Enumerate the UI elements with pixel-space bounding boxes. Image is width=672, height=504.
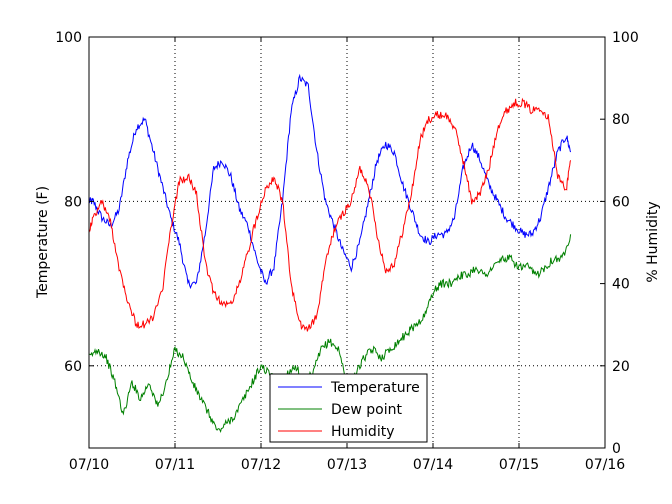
series-line-humidity — [88, 97, 572, 332]
y2-tick-label: 40 — [612, 277, 630, 293]
series-lines — [88, 73, 572, 434]
x-tick-label: 07/10 — [69, 457, 109, 473]
legend-label-temperature: Temperature — [330, 380, 420, 396]
y-tick-label: 80 — [64, 194, 82, 210]
x-tick-label: 07/13 — [327, 457, 367, 473]
legend-label-humidity: Humidity — [331, 424, 394, 440]
y2-tick-label: 100 — [612, 30, 639, 46]
x-tick-label: 07/12 — [241, 457, 281, 473]
y2-tick-label: 60 — [612, 194, 630, 210]
series-line-dew-point — [88, 234, 572, 434]
y2-tick-label: 0 — [612, 441, 621, 457]
series-line-temperature — [88, 73, 572, 290]
y2-tick-label: 80 — [612, 112, 630, 128]
y-tick-label: 60 — [64, 359, 82, 375]
legend: Temperature Dew point Humidity — [269, 373, 428, 443]
y-axis-label: Temperature (F) — [35, 186, 51, 299]
y-tick-label: 100 — [55, 30, 82, 46]
axis-ticks: 07/10 07/11 07/12 07/13 07/14 07/15 07/16 60 80 1… — [55, 30, 638, 473]
y2-axis-label: % Humidity — [645, 201, 661, 282]
y2-tick-label: 20 — [612, 359, 630, 375]
legend-label-dew-point: Dew point — [331, 402, 403, 418]
x-tick-label: 07/11 — [155, 457, 195, 473]
x-tick-label: 07/14 — [413, 457, 453, 473]
x-tick-label: 07/16 — [585, 457, 625, 473]
x-tick-label: 07/15 — [499, 457, 539, 473]
